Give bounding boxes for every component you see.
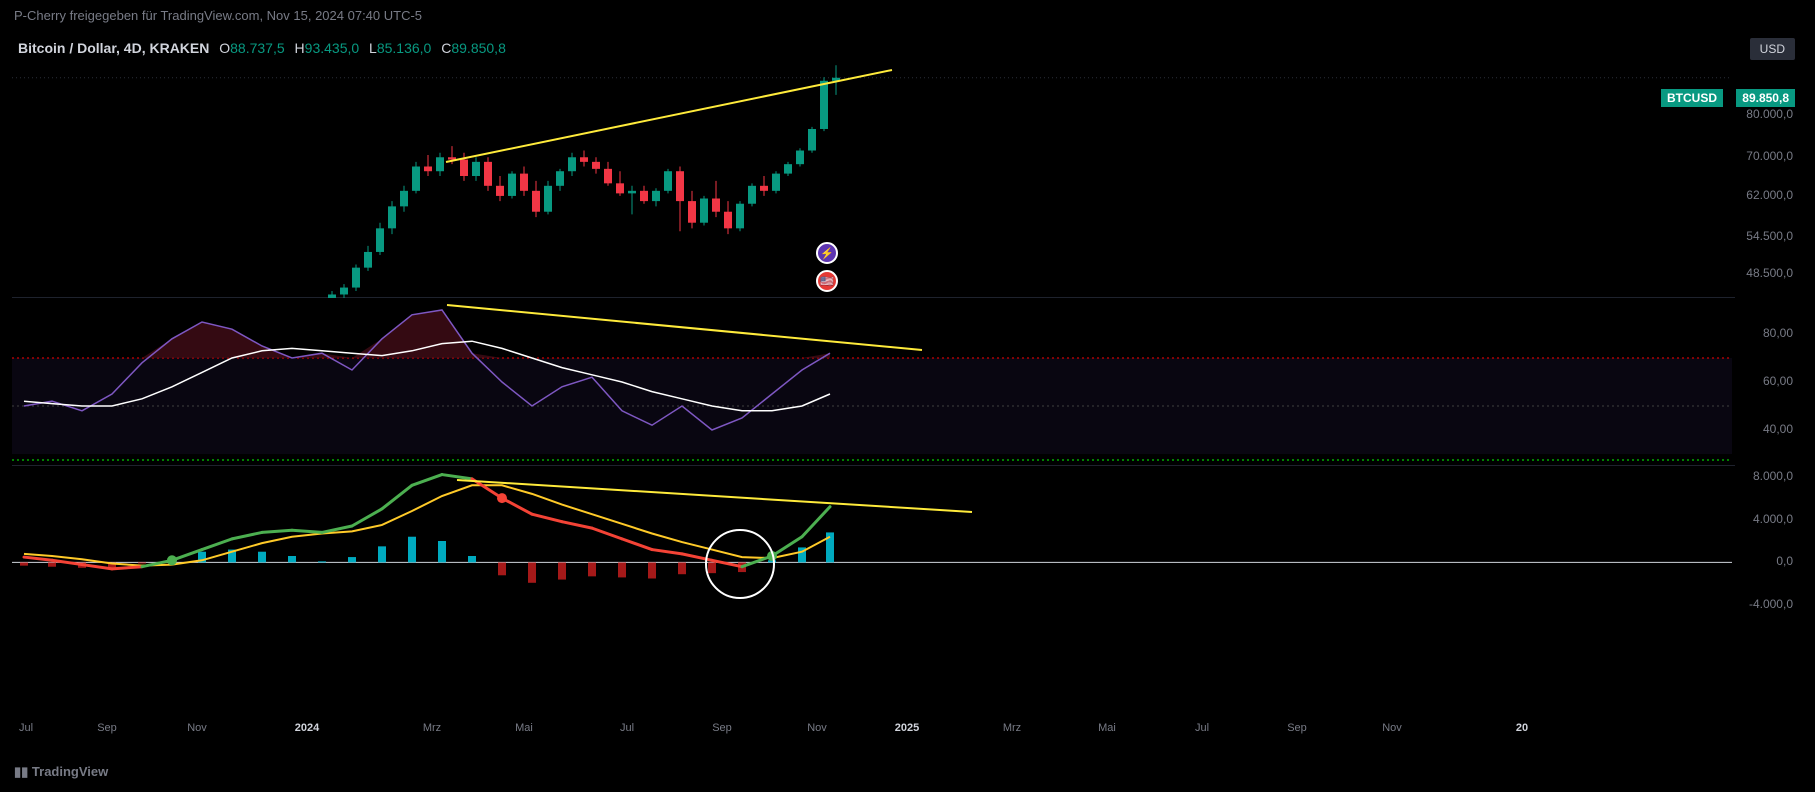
x-tick: Nov [807, 722, 827, 734]
event-icon[interactable]: 🇺🇸 [816, 270, 838, 292]
symbol-name: Bitcoin / Dollar, 4D, KRAKEN [18, 40, 209, 56]
x-tick: Jul [1195, 722, 1209, 734]
ohlc-readout: O88.737,5 H93.435,0 L85.136,0 C89.850,8 [213, 40, 506, 56]
x-tick: Nov [187, 722, 207, 734]
pair-tag: BTCUSD [1661, 89, 1723, 107]
rsi-panel[interactable] [12, 298, 1735, 466]
event-icon[interactable]: ⚡ [816, 242, 838, 264]
x-tick: Mrz [1003, 722, 1021, 734]
x-tick: Nov [1382, 722, 1402, 734]
x-tick: Sep [712, 722, 732, 734]
x-tick: Jul [620, 722, 634, 734]
symbol-title[interactable]: Bitcoin / Dollar, 4D, KRAKEN O88.737,5 H… [18, 40, 506, 56]
x-tick: 2024 [295, 722, 319, 734]
x-tick: Mrz [423, 722, 441, 734]
snapshot-header: P-Cherry freigegeben für TradingView.com… [14, 8, 422, 23]
last-price-tag: 89.850,8 [1736, 89, 1795, 107]
x-axis[interactable]: Jul Sep Nov 2024 Mrz Mai Jul Sep Nov 2025 Mrz Mai Ju… [0, 722, 1735, 744]
currency-selector[interactable]: USD [1750, 38, 1795, 60]
x-tick: 20 [1516, 722, 1528, 734]
x-tick: 2025 [895, 722, 919, 734]
x-tick: Sep [97, 722, 117, 734]
x-tick: Sep [1287, 722, 1307, 734]
x-tick: Mai [515, 722, 533, 734]
tradingview-logo[interactable]: ▮▮ TradingView [14, 764, 108, 780]
macd-panel[interactable] [12, 466, 1735, 616]
price-panel[interactable] [12, 60, 1735, 298]
x-tick: Jul [19, 722, 33, 734]
tradingview-chart: P-Cherry freigegeben für TradingView.com… [0, 0, 1815, 792]
x-tick: Mai [1098, 722, 1116, 734]
